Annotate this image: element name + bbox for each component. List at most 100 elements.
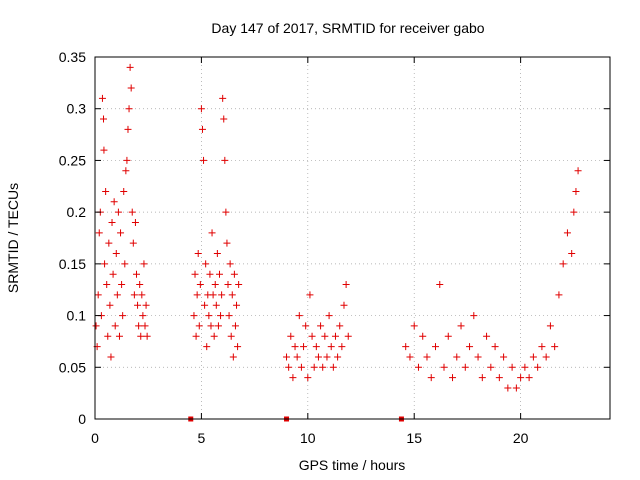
data-point [112, 250, 120, 258]
data-point [344, 332, 352, 340]
data-point [141, 322, 149, 330]
y-tick-label: 0.15 [59, 256, 86, 272]
data-point [143, 332, 151, 340]
data-point [117, 229, 125, 237]
data-point [293, 353, 301, 361]
data-point [119, 312, 127, 320]
data-point [127, 84, 135, 92]
y-tick-label: 0.1 [67, 308, 87, 324]
data-point [95, 229, 103, 237]
data-point [205, 312, 213, 320]
data-point [542, 353, 550, 361]
data-point [123, 156, 131, 164]
data-point [192, 332, 200, 340]
data-point [483, 332, 491, 340]
data-point [100, 146, 108, 154]
y-tick-label: 0 [78, 411, 86, 427]
data-point [285, 363, 293, 371]
data-point [325, 312, 333, 320]
data-point [223, 239, 231, 247]
data-point [124, 125, 132, 133]
data-point [291, 343, 299, 351]
data-point [115, 332, 123, 340]
data-point [229, 353, 237, 361]
data-points [92, 63, 582, 422]
data-point [210, 332, 218, 340]
data-point [195, 322, 203, 330]
data-point [125, 105, 133, 113]
data-point [129, 239, 137, 247]
data-point [234, 343, 242, 351]
data-point [525, 374, 533, 382]
data-point [225, 312, 233, 320]
data-point [517, 374, 525, 382]
data-point [329, 363, 337, 371]
chart-title: Day 147 of 2017, SRMTID for receiver gab… [211, 20, 484, 36]
data-point [431, 343, 439, 351]
data-point [217, 312, 225, 320]
data-point [323, 353, 331, 361]
data-point [219, 94, 227, 102]
data-point [419, 332, 427, 340]
data-point [193, 291, 201, 299]
data-point [500, 353, 508, 361]
data-point [138, 291, 146, 299]
data-point [338, 343, 346, 351]
data-point [108, 218, 116, 226]
data-point [104, 332, 112, 340]
data-point [572, 187, 580, 195]
data-point [103, 281, 111, 289]
data-point [340, 301, 348, 309]
y-axis-label: SRMTID / TECUs [5, 183, 21, 293]
y-tick-label: 0.3 [67, 101, 87, 117]
data-point [122, 167, 130, 175]
data-point [568, 250, 576, 258]
data-point [111, 322, 119, 330]
data-point [508, 363, 516, 371]
data-point [529, 353, 537, 361]
data-point [101, 260, 109, 268]
data-point [214, 322, 222, 330]
data-point [130, 291, 138, 299]
data-point [414, 363, 422, 371]
data-point [98, 94, 106, 102]
data-point [94, 291, 102, 299]
data-point [283, 353, 291, 361]
x-tick-label: 15 [406, 430, 422, 446]
data-point [134, 301, 142, 309]
data-point [224, 281, 232, 289]
data-point [135, 322, 143, 330]
x-tick-label: 0 [91, 430, 99, 446]
data-point [228, 291, 236, 299]
data-point [314, 353, 322, 361]
data-point [521, 363, 529, 371]
data-point [194, 250, 202, 258]
data-point [227, 332, 235, 340]
data-point [128, 208, 136, 216]
y-tick-label: 0.35 [59, 49, 86, 65]
x-tick-label: 20 [513, 430, 529, 446]
data-point [235, 281, 243, 289]
data-point [222, 208, 230, 216]
data-point [436, 281, 444, 289]
data-point [457, 322, 465, 330]
data-point [546, 322, 554, 330]
data-point [570, 208, 578, 216]
data-point [410, 322, 418, 330]
data-point [487, 363, 495, 371]
data-point [102, 187, 110, 195]
data-point [300, 343, 308, 351]
data-point [218, 291, 226, 299]
data-point [478, 374, 486, 382]
data-point [310, 363, 318, 371]
data-point [317, 322, 325, 330]
data-point [201, 301, 209, 309]
data-point [120, 187, 128, 195]
x-axis-label: GPS time / hours [299, 457, 406, 473]
data-point [126, 63, 134, 71]
data-point [331, 332, 339, 340]
x-tick-label: 5 [198, 430, 206, 446]
data-point [200, 156, 208, 164]
data-point [466, 343, 474, 351]
